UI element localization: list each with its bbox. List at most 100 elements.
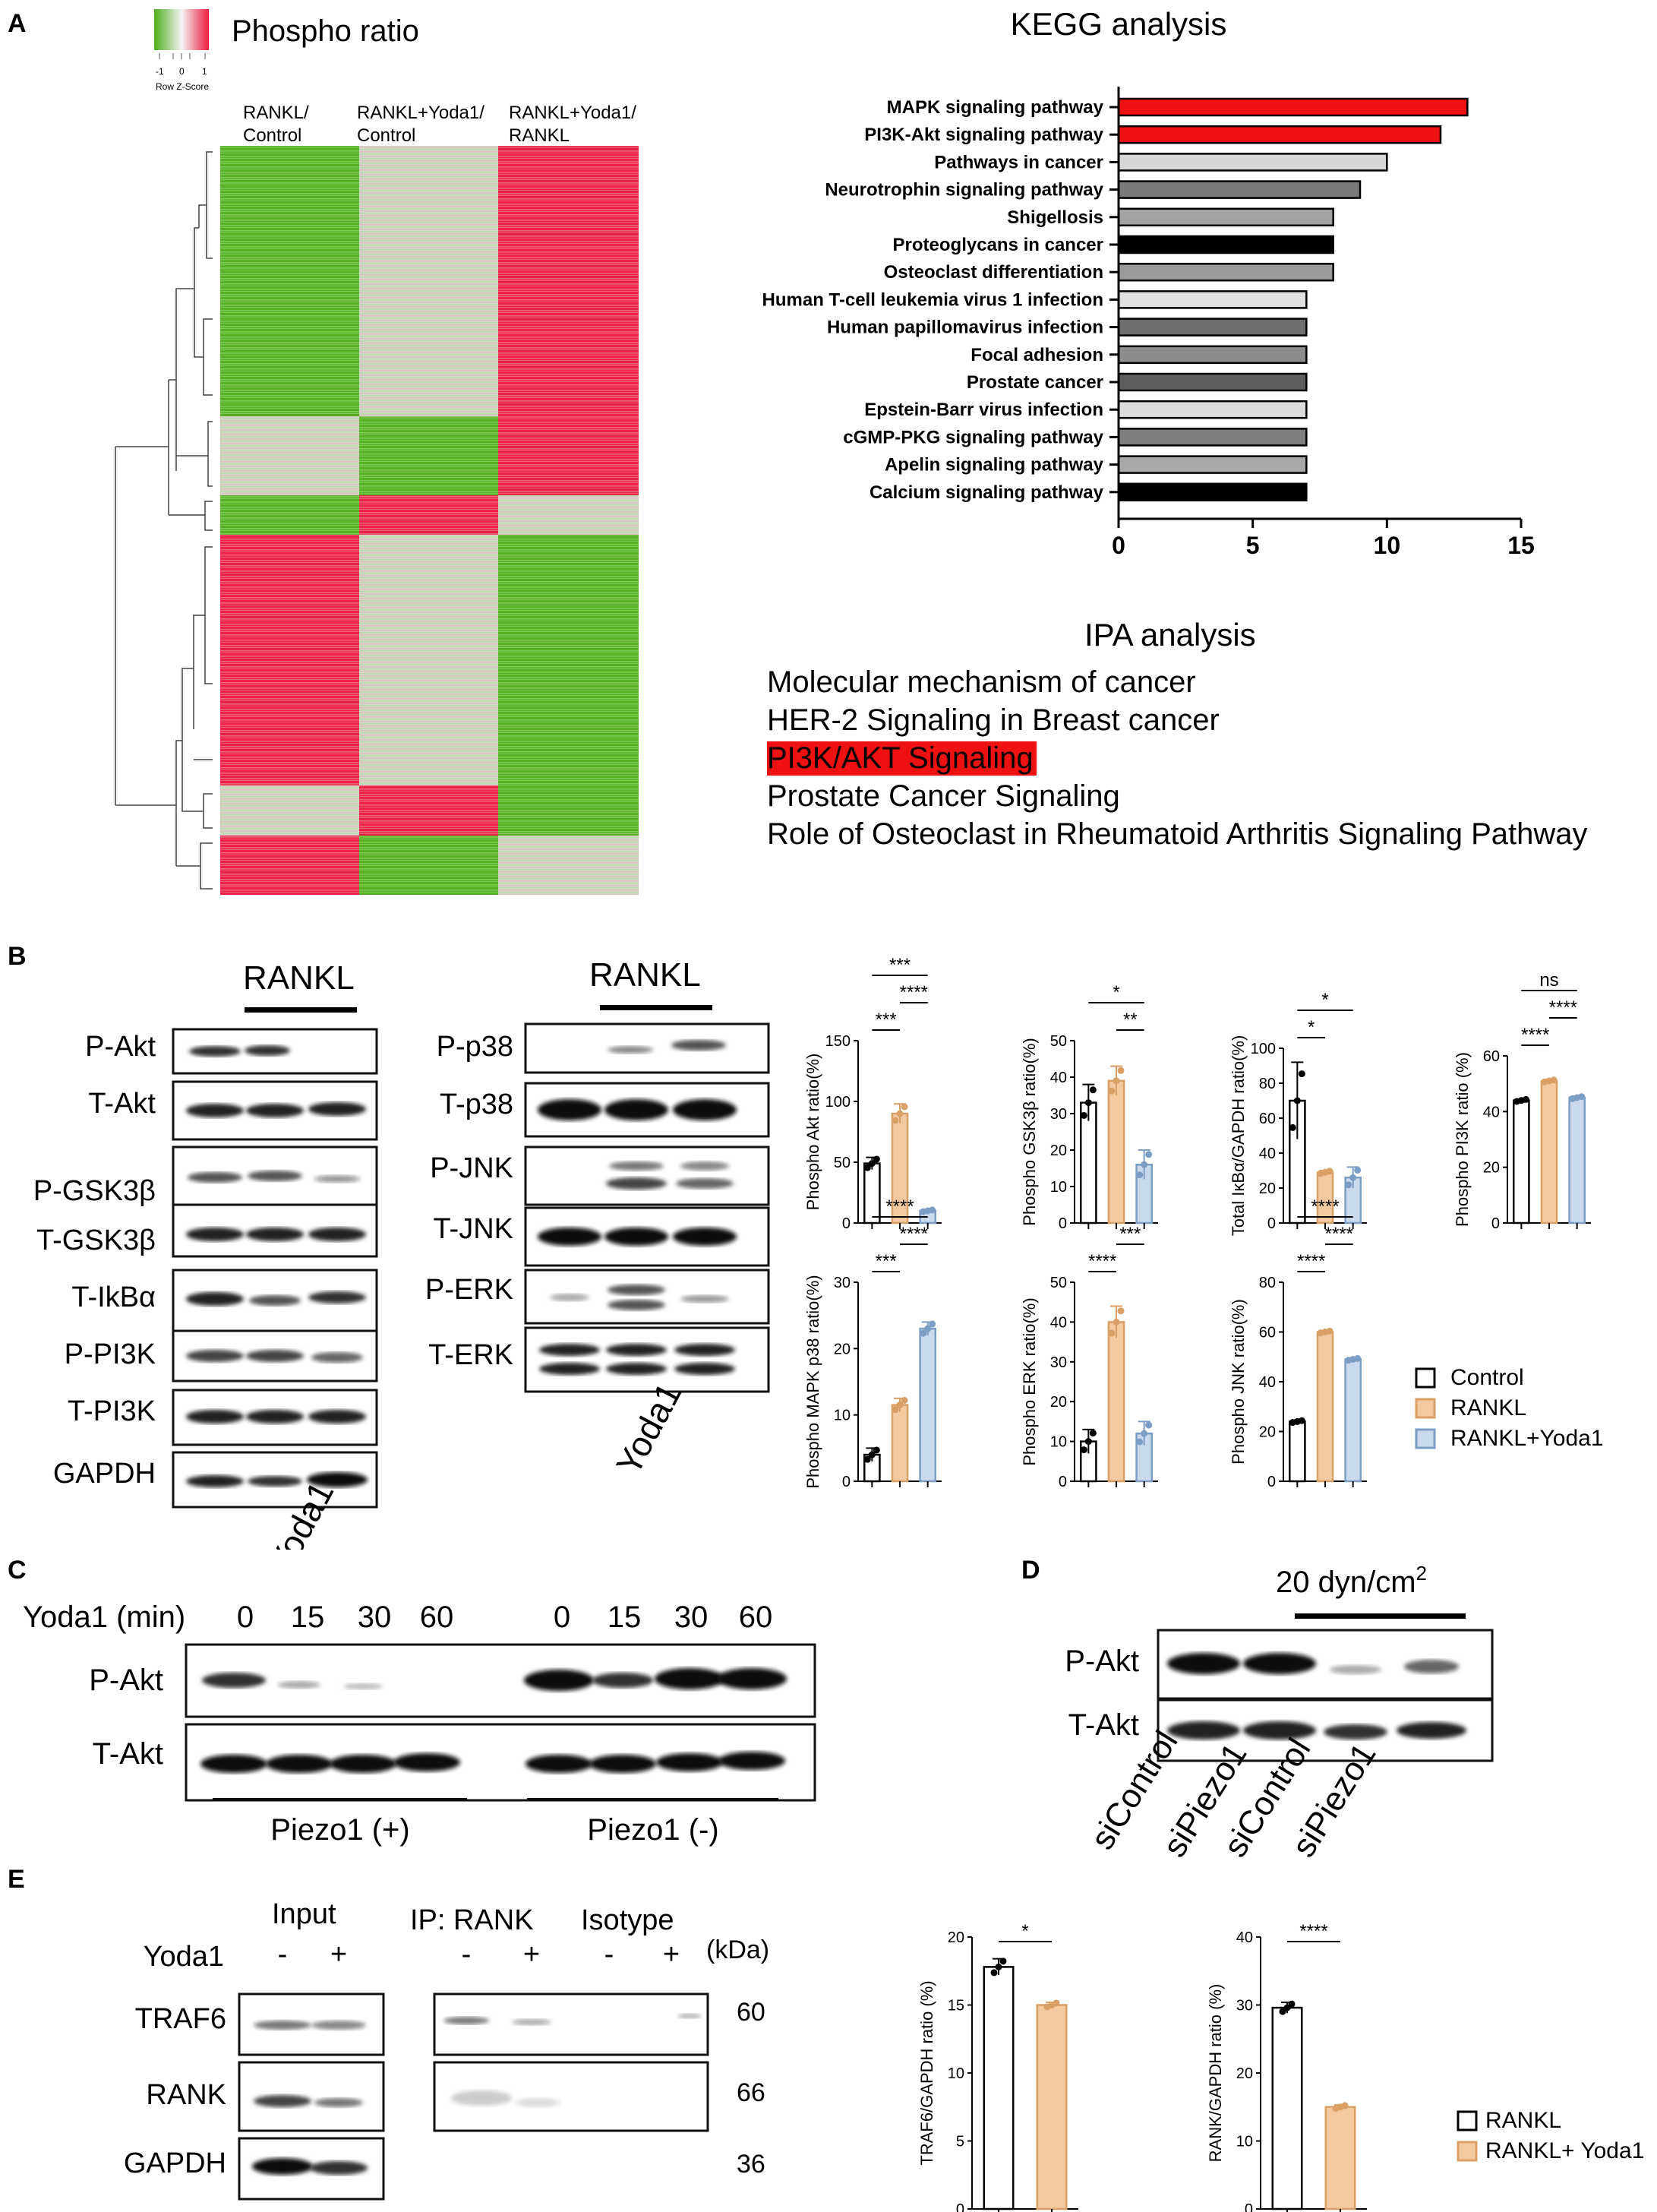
b-chart-2-point — [1089, 1086, 1097, 1094]
sig-label: **** — [1299, 1921, 1327, 1942]
sig-label: **** — [900, 982, 928, 1003]
shear-label-text: 20 dyn/cm — [1276, 1566, 1416, 1599]
sig-label: * — [1021, 1921, 1028, 1942]
b-chart-5-point — [868, 1451, 876, 1458]
row-label-t-akt: T-Akt — [88, 1088, 156, 1120]
kegg-category-label: MAPK signaling pathway — [887, 97, 1104, 118]
e-chart-2-bar — [1271, 2006, 1303, 2210]
heatmap-col1-line2: Control — [243, 125, 301, 146]
e-chart-1-point — [1053, 1999, 1060, 2007]
b-chart-2-bar — [1107, 1079, 1125, 1224]
kegg-bar — [1117, 235, 1334, 254]
kegg-bar — [1117, 455, 1308, 474]
heatmap-grid — [220, 146, 639, 895]
e-chart-1-chart: 0 5 10 15 20 TRAF6/GAPDH ratio (%) * — [917, 1921, 1078, 2212]
ipa-item-2: HER-2 Signaling in Breast cancer — [767, 703, 1220, 737]
row-label-rank: RANK — [146, 2079, 226, 2111]
sig-label: ** — [1123, 1010, 1138, 1030]
b-chart-3-y-label: Total IκBα/GAPDH ratio(%) — [1229, 1035, 1248, 1237]
input-label: Input — [272, 1898, 336, 1930]
sig-label: **** — [1311, 1196, 1339, 1217]
row-label-p-gsk3b: P-GSK3β — [33, 1175, 156, 1207]
kegg-x-tick-label: 5 — [1246, 532, 1260, 559]
heatmap-col2-line1: RANKL+Yoda1/ — [357, 103, 484, 123]
e-chart-1-y-tick-label: 15 — [948, 1998, 964, 2014]
e-chart-2-y-tick-label: 0 — [1245, 2201, 1253, 2212]
row-label-c-t-akt: T-Akt — [93, 1737, 163, 1771]
sig-label: * — [1113, 982, 1119, 1003]
e-chart-2-chart: 0 10 20 30 40 RANK/GAPDH ratio (%) **** — [1206, 1921, 1367, 2212]
kegg-x-tick-label: 0 — [1112, 532, 1125, 559]
b-chart-5-point — [924, 1325, 932, 1332]
kda-66: 66 — [737, 2078, 765, 2107]
right-blots: P-p38 T-p38 P-JNK T-JNK P-ERK T-ERK — [425, 1022, 770, 1393]
sign-input-minus: - — [278, 1939, 288, 1970]
kegg-x-tick-label: 15 — [1507, 532, 1535, 559]
kda-60: 60 — [737, 1998, 765, 2027]
sig-label: ns — [1539, 970, 1558, 991]
heatmap-figure: -1 0 1 Row Z-Score Phospho ratio RANKL/ … — [115, 9, 639, 895]
row-label-t-ikba: T-IkBα — [71, 1281, 156, 1313]
sign-ip-plus: + — [523, 1939, 540, 1970]
e-chart-2-point — [1283, 2004, 1291, 2011]
b-chart-2-y-label: Phospho GSK3β ratio(%) — [1020, 1038, 1039, 1225]
e-chart-1-y-tick-label: 20 — [948, 1929, 964, 1946]
b-chart-7-point — [1354, 1354, 1362, 1362]
row-label-c-p-akt: P-Akt — [89, 1664, 163, 1697]
b-chart-4-point — [1578, 1093, 1586, 1101]
b-chart-7-point — [1326, 1327, 1333, 1335]
b-chart-5-point — [901, 1396, 908, 1404]
panel-label-a: A — [8, 9, 27, 38]
kegg-category-label: Pathways in cancer — [934, 152, 1103, 172]
zscore-tick-high: 1 — [202, 66, 207, 77]
row-label-e-gapdh: GAPDH — [124, 2147, 226, 2179]
e-chart-1-point — [999, 1958, 1007, 1965]
kegg-category-label: Proteoglycans in cancer — [893, 235, 1103, 255]
isotype-label: Isotype — [581, 1904, 674, 1936]
heatmap-col3-line2: RANKL — [509, 125, 570, 146]
panel-label-b: B — [8, 942, 27, 971]
b-chart-1-point — [892, 1117, 899, 1124]
sign-iso-minus: - — [604, 1939, 614, 1970]
time-60a: 60 — [420, 1601, 454, 1634]
row-label-d-p-akt: P-Akt — [1065, 1645, 1139, 1678]
kegg-bar — [1117, 345, 1308, 365]
sig-label: **** — [1088, 1251, 1116, 1272]
b-chart-2-y-tick-label: 50 — [1050, 1033, 1067, 1050]
b-legend-swatch — [1415, 1398, 1436, 1419]
group-piezo1-minus: Piezo1 (-) — [587, 1813, 718, 1847]
kegg-chart: KEGG analysis MAPK signaling pathway PI3K… — [762, 6, 1535, 559]
b-chart-5-point — [896, 1401, 904, 1409]
zscore-tick-low: -1 — [156, 66, 164, 77]
kda-36: 36 — [737, 2150, 765, 2179]
b-chart-6-y-tick-label: 50 — [1050, 1275, 1067, 1291]
b-legend-label: Control — [1450, 1365, 1524, 1390]
b-chart-3-y-tick-label: 20 — [1259, 1180, 1276, 1197]
sig-label: * — [1321, 990, 1328, 1010]
e-chart-1-y-tick-label: 5 — [956, 2134, 964, 2150]
b-chart-6-point — [1113, 1318, 1120, 1326]
kegg-bar — [1117, 428, 1308, 447]
sig-label: **** — [885, 1196, 914, 1217]
b-chart-1-y-tick-label: 100 — [825, 1094, 851, 1111]
kegg-bar — [1117, 97, 1469, 117]
b-chart-5-y-tick-label: 10 — [834, 1408, 851, 1424]
b-chart-7-y-tick-label: 20 — [1259, 1424, 1276, 1441]
kegg-x-tick-label: 10 — [1374, 532, 1401, 559]
b-chart-6-point — [1136, 1438, 1144, 1446]
b-chart-2-point — [1136, 1171, 1144, 1179]
b-chart-4-bar — [1540, 1079, 1558, 1224]
zscore-legend-bar — [154, 9, 209, 50]
kegg-category-label: Apelin signaling pathway — [885, 455, 1104, 476]
b-chart-1-point — [868, 1160, 876, 1168]
e-legend-swatch — [1457, 2110, 1478, 2131]
b-chart-4-y-tick-label: 20 — [1483, 1160, 1500, 1177]
b-chart-2-y-tick-label: 30 — [1050, 1106, 1067, 1123]
b-chart-4-bar — [1568, 1096, 1586, 1224]
b-chart-2-point — [1117, 1066, 1125, 1074]
panel-label-d: D — [1021, 1556, 1040, 1585]
b-chart-6-y-tick-label: 40 — [1050, 1314, 1067, 1331]
b-chart-4-y-label: Phospho PI3K ratio (%) — [1453, 1052, 1472, 1227]
